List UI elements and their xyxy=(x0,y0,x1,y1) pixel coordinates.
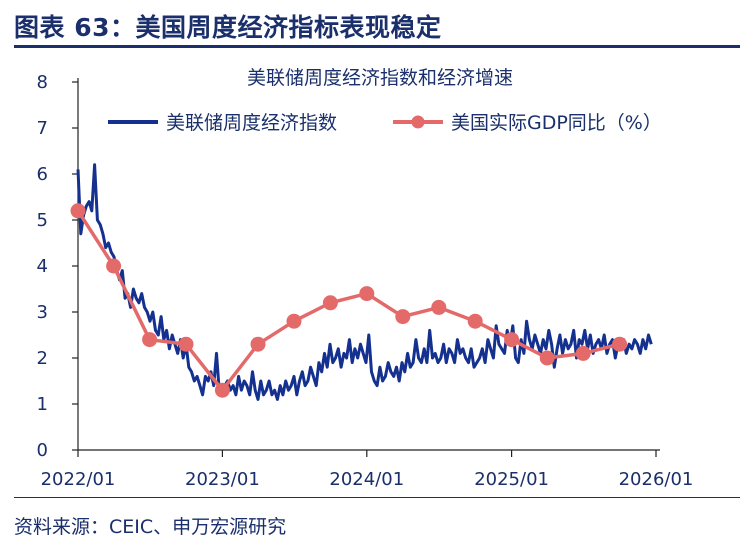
data-point-gdp-yoy xyxy=(467,313,483,329)
data-point-gdp-yoy xyxy=(214,382,230,398)
data-point-gdp-yoy xyxy=(250,336,266,352)
series-line-weekly-index xyxy=(76,163,653,401)
legend: 美联储周度经济指数 美国实际GDP同比（%） xyxy=(108,112,662,134)
data-point-gdp-yoy xyxy=(322,295,338,311)
y-tick-label: 1 xyxy=(37,394,48,415)
x-tick-label: 2023/01 xyxy=(185,469,260,490)
data-point-gdp-yoy xyxy=(142,332,158,348)
data-point-gdp-yoy xyxy=(504,332,520,348)
source-note: 资料来源：CEIC、申万宏源研究 xyxy=(14,516,287,538)
y-tick-label: 2 xyxy=(37,348,48,369)
title-rule xyxy=(14,45,740,48)
y-tick-label: 5 xyxy=(37,210,48,231)
legend-label-gdp-yoy: 美国实际GDP同比（%） xyxy=(451,112,662,134)
x-tick-label: 2025/01 xyxy=(474,469,549,490)
x-tick-label: 2022/01 xyxy=(41,469,116,490)
y-tick-label: 0 xyxy=(37,440,48,461)
y-tick-label: 6 xyxy=(37,164,48,185)
y-tick-label: 7 xyxy=(37,118,48,139)
legend-label-weekly-index: 美联储周度经济指数 xyxy=(166,112,337,134)
data-point-gdp-yoy xyxy=(359,286,375,302)
data-point-gdp-yoy xyxy=(395,309,411,325)
data-point-gdp-yoy xyxy=(575,345,591,361)
y-tick-label: 8 xyxy=(37,72,48,93)
data-point-gdp-yoy xyxy=(178,336,194,352)
x-axis: 2022/01 2023/01 2024/01 2025/01 2026/01 xyxy=(41,449,694,490)
y-tick-label: 3 xyxy=(37,302,48,323)
data-point-gdp-yoy xyxy=(106,258,122,274)
legend-marker-gdp-yoy xyxy=(411,115,425,129)
data-point-gdp-yoy xyxy=(70,203,86,219)
plot-area xyxy=(70,163,653,401)
series-line-gdp-yoy xyxy=(76,209,621,392)
data-point-gdp-yoy xyxy=(612,336,628,352)
data-point-gdp-yoy xyxy=(286,313,302,329)
x-tick-label: 2024/01 xyxy=(329,469,404,490)
footer-rule xyxy=(14,497,740,498)
figure-title: 图表 63：美国周度经济指标表现稳定 xyxy=(14,13,442,42)
y-axis: 0 1 2 3 4 5 6 7 8 xyxy=(37,72,79,461)
chart-title: 美联储周度经济指数和经济增速 xyxy=(247,67,513,89)
y-tick-label: 4 xyxy=(37,256,48,277)
x-tick-label: 2026/01 xyxy=(619,469,694,490)
data-point-gdp-yoy xyxy=(539,350,555,366)
data-point-gdp-yoy xyxy=(431,299,447,315)
